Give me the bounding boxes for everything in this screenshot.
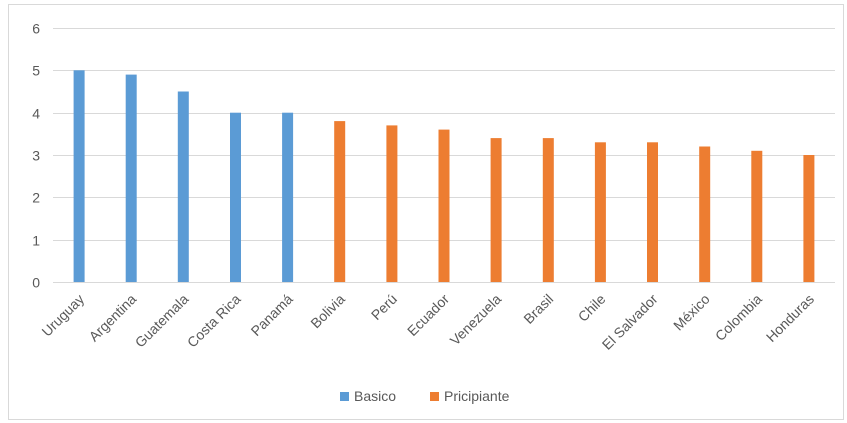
x-tick-label: Costa Rica [184, 291, 244, 351]
bar-el-salvador [647, 142, 658, 282]
x-tick-label: Guatemala [132, 291, 192, 351]
x-tick-label: Perú [368, 291, 400, 323]
bars [73, 70, 815, 283]
x-tick-label: Honduras [763, 291, 817, 345]
bar-chile [594, 142, 606, 282]
y-tick-label: 4 [32, 106, 40, 122]
x-tick-label: Bolivia [307, 291, 348, 332]
x-tick-label: Brasil [520, 291, 556, 327]
bar-perú [386, 125, 398, 283]
x-tick-label: Uruguay [38, 291, 87, 340]
y-axis-ticks: 0 1 2 3 4 5 6 [32, 21, 40, 291]
legend: Basico Pricipiante [340, 388, 510, 404]
x-tick-label: Chile [575, 291, 609, 325]
y-tick-label: 1 [32, 233, 40, 249]
bar-honduras [803, 155, 815, 282]
bar-uruguay [73, 70, 85, 282]
bar-colombia [751, 150, 763, 282]
bar-venezuela [490, 138, 502, 282]
bar-bolivia [334, 121, 346, 282]
y-tick-label: 2 [32, 190, 40, 206]
bar-ecuador [438, 129, 450, 282]
bar-guatemala [177, 91, 189, 282]
bar-argentina [125, 74, 137, 282]
legend-label: Pricipiante [444, 388, 510, 404]
bar-costa-rica [230, 112, 241, 282]
x-tick-label: Argentina [86, 291, 140, 345]
legend-label: Basico [354, 388, 396, 404]
legend-swatch [340, 392, 349, 401]
bar-méxico [699, 146, 711, 282]
x-tick-label: Colombia [712, 291, 765, 344]
x-tick-label: Ecuador [404, 291, 452, 339]
bar-brasil [542, 138, 554, 282]
y-tick-label: 0 [32, 275, 40, 291]
y-tick-label: 6 [32, 21, 40, 37]
y-tick-label: 3 [32, 148, 40, 164]
x-tick-label: Venezuela [447, 291, 505, 349]
x-tick-label: Panamá [248, 291, 296, 339]
legend-swatch [430, 392, 439, 401]
x-tick-label: El Salvador [599, 291, 661, 353]
bar-panamá [282, 112, 294, 282]
y-tick-label: 5 [32, 63, 40, 79]
x-tick-label: México [670, 291, 713, 334]
